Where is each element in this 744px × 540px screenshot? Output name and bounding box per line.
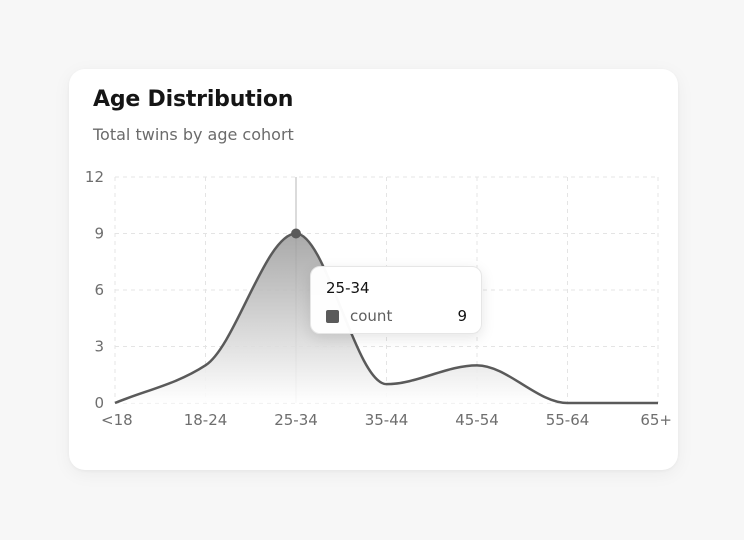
tooltip-swatch [326,310,339,323]
x-axis-ticks: <18 18-24 25-34 35-44 45-54 55-64 65+ [101,411,672,429]
x-tick-label-4: 45-54 [455,411,499,429]
x-tick-label-1: 18-24 [184,411,228,429]
chart-title: Age Distribution [93,87,294,112]
chart-subtitle: Total twins by age cohort [93,125,294,144]
y-tick-label-2: 6 [94,281,104,299]
x-tick-label-0: <18 [101,411,133,429]
data-point-25-34[interactable] [291,228,301,239]
y-tick-label-0: 0 [94,394,104,412]
y-tick-label-3: 9 [94,225,104,243]
x-tick-label-2: 25-34 [274,411,318,429]
y-tick-label-1: 3 [94,338,104,356]
x-tick-label-6: 65+ [640,411,672,429]
tooltip-value: 9 [457,307,467,325]
y-tick-label-4: 12 [85,168,104,186]
tooltip-title: 25-34 [326,279,370,297]
series-line-count[interactable] [114,232,658,405]
x-tick-label-5: 55-64 [546,411,590,429]
tooltip-series-name: count [350,307,393,325]
chart-tooltip: 25-34 count 9 [310,266,482,334]
area-fill [115,233,658,403]
y-axis-ticks: 0 3 6 9 12 [85,168,104,412]
x-tick-label-3: 35-44 [365,411,409,429]
data-points [291,228,301,239]
